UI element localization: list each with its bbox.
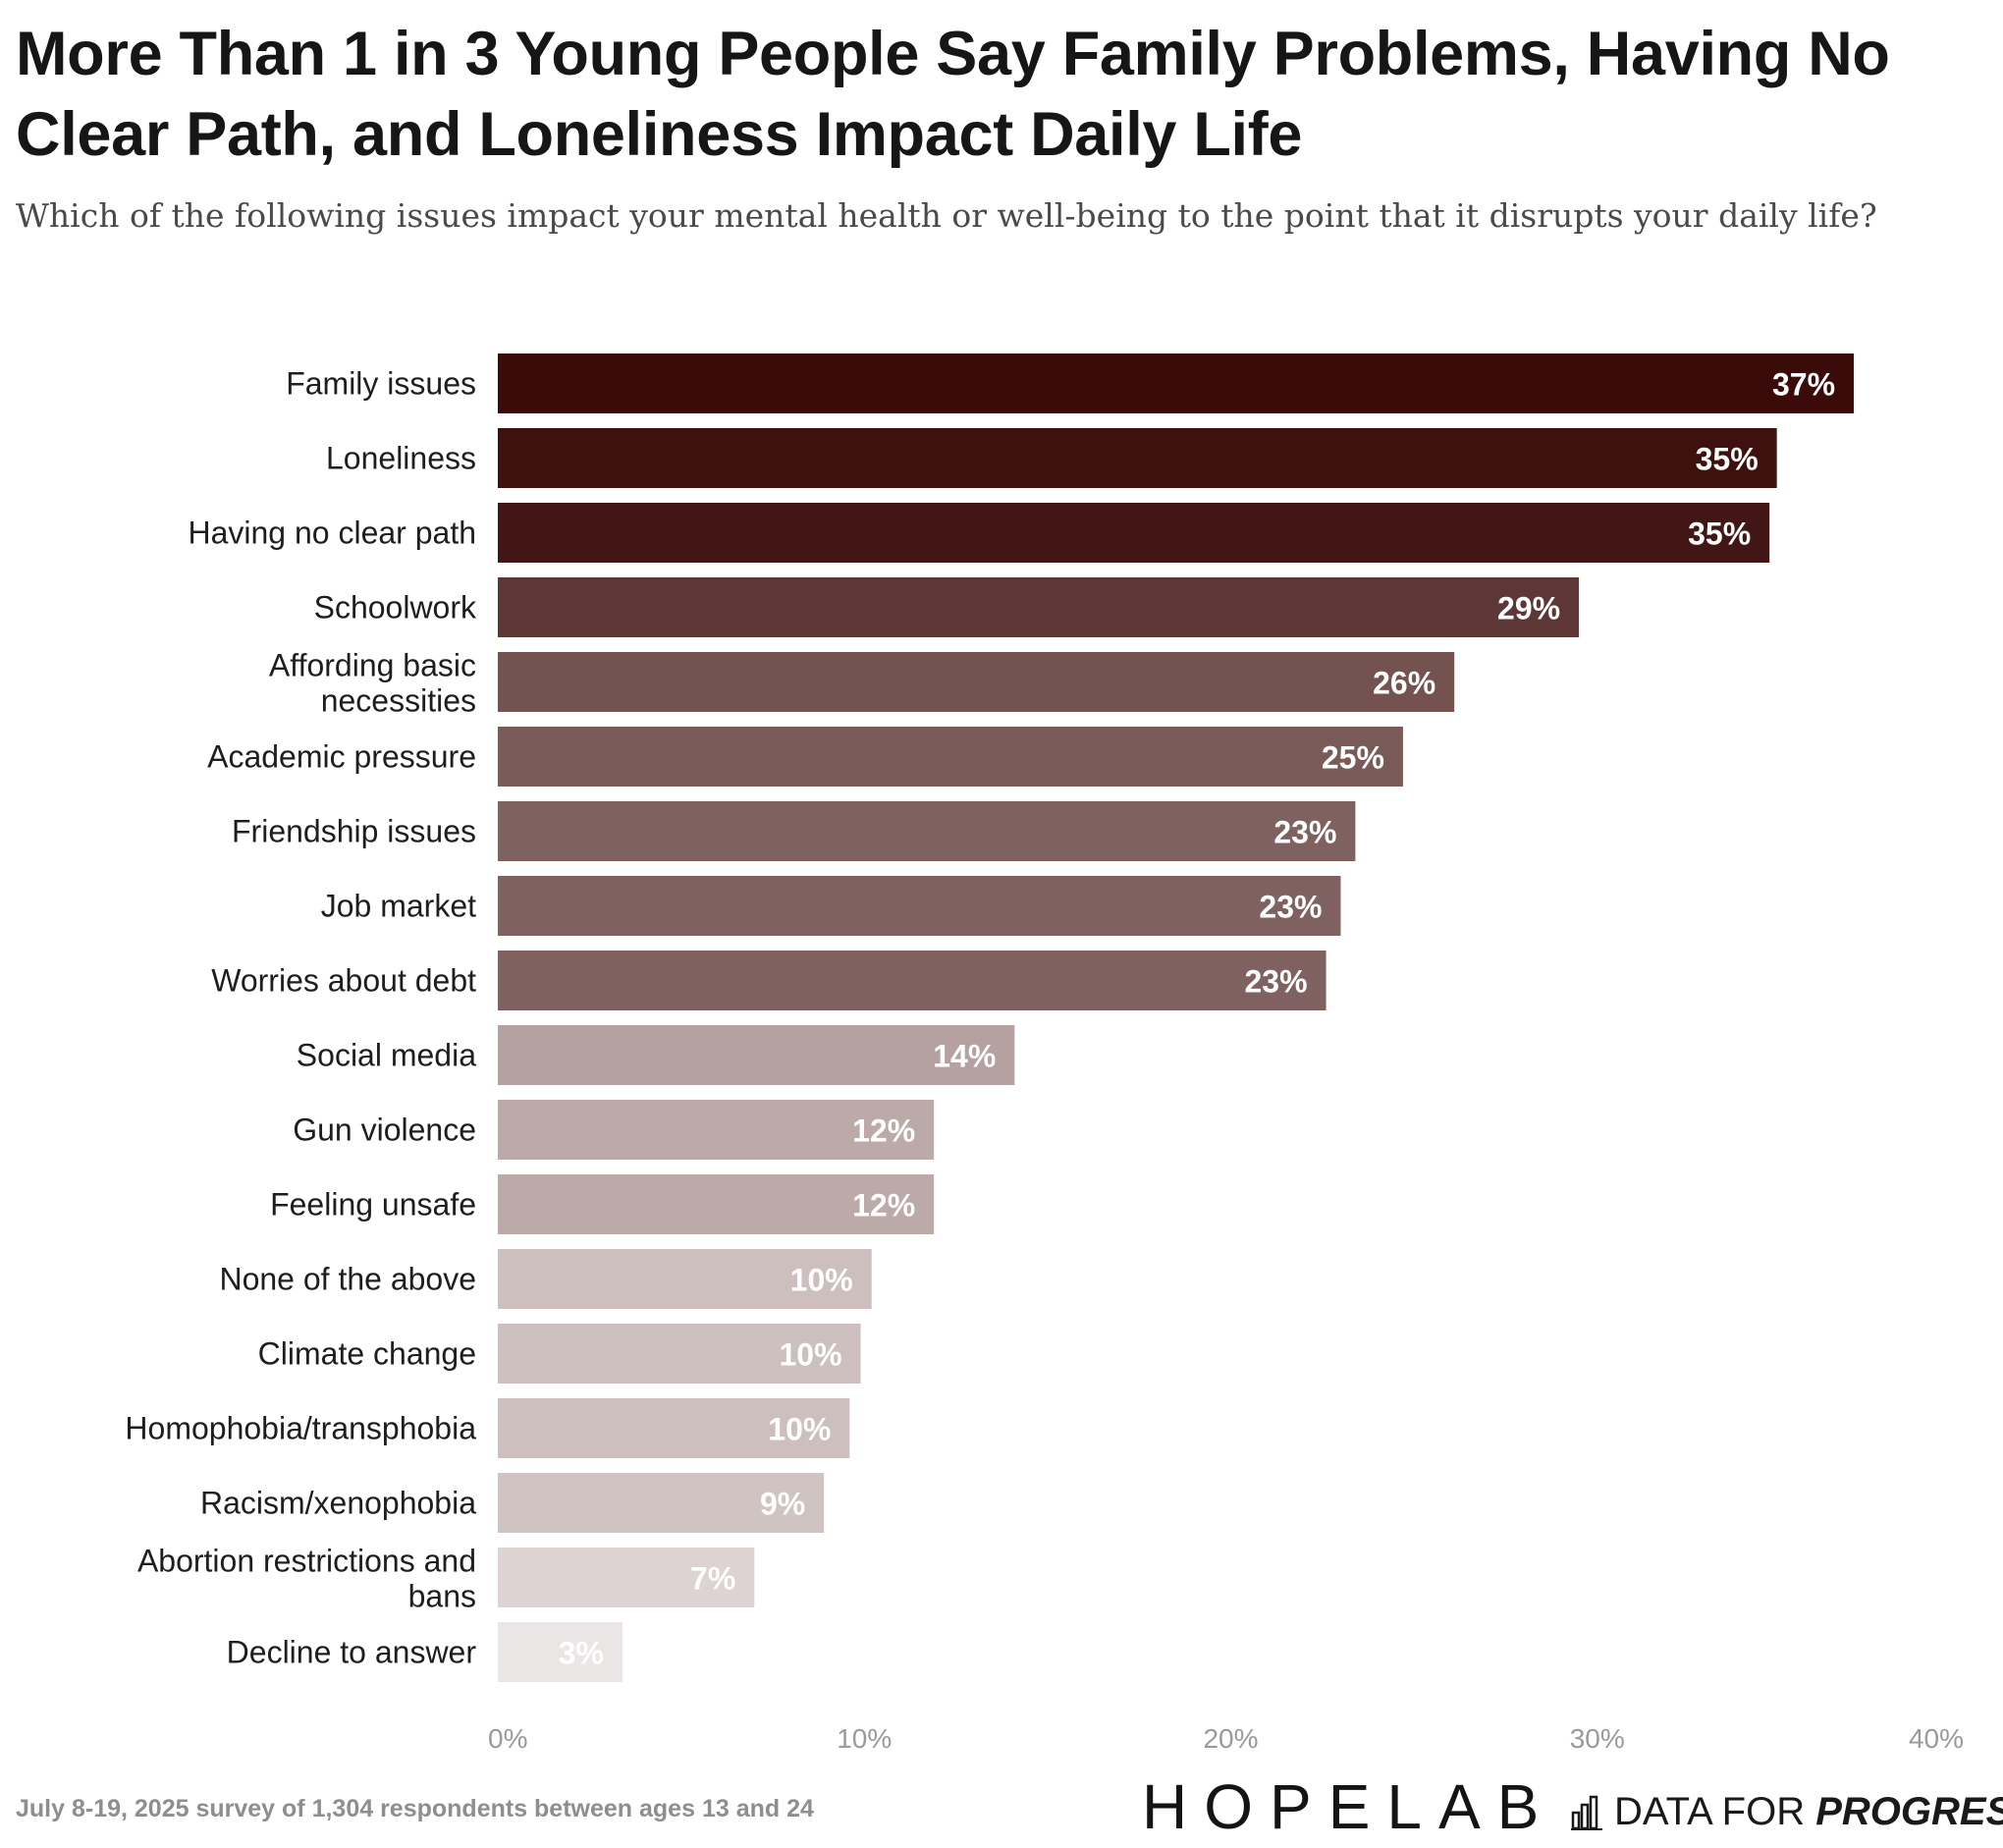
category-label: Friendship issues bbox=[232, 814, 476, 849]
value-label: 9% bbox=[760, 1487, 805, 1522]
value-label: 37% bbox=[1772, 367, 1835, 403]
bar-homophobia-transphobia bbox=[498, 1398, 850, 1458]
data-for-progress-logo: DATA FOR PROGRESS bbox=[1571, 1785, 2003, 1838]
value-label: 35% bbox=[1688, 516, 1751, 552]
category-label: Homophobia/transphobia bbox=[125, 1411, 476, 1446]
category-label: Feeling unsafe bbox=[270, 1187, 476, 1223]
category-label: Climate change bbox=[258, 1336, 476, 1372]
bar-none-of-the-above bbox=[498, 1249, 872, 1309]
category-label: Having no clear path bbox=[188, 516, 476, 551]
category-label: Social media bbox=[297, 1038, 476, 1073]
hopelab-logo: HOPELAB bbox=[1142, 1771, 1556, 1842]
category-label: Worries about debt bbox=[211, 963, 476, 999]
value-label: 10% bbox=[779, 1337, 841, 1373]
dfp-wordmark: DATA FOR PROGRESS bbox=[1614, 1785, 2003, 1838]
bar-chart-icon bbox=[1571, 1795, 1602, 1830]
survey-source-note: July 8-19, 2025 survey of 1,304 responde… bbox=[16, 1795, 814, 1822]
value-label: 23% bbox=[1244, 964, 1307, 1000]
bar-worries-about-debt bbox=[498, 951, 1326, 1010]
chart-subtitle: Which of the following issues impact you… bbox=[16, 196, 1877, 235]
value-label: 25% bbox=[1322, 740, 1384, 776]
bar-academic-pressure bbox=[498, 727, 1403, 787]
bar-social-media bbox=[498, 1025, 1015, 1085]
category-label: Decline to answer bbox=[227, 1635, 477, 1670]
value-label: 26% bbox=[1373, 666, 1435, 701]
value-label: 23% bbox=[1273, 815, 1336, 850]
value-label: 29% bbox=[1497, 591, 1560, 626]
x-tick-label: 40% bbox=[1909, 1723, 1964, 1754]
x-tick-label: 0% bbox=[488, 1723, 527, 1754]
value-label: 23% bbox=[1259, 890, 1322, 925]
value-label: 3% bbox=[559, 1636, 604, 1671]
bar-affording-basic-necessities bbox=[498, 652, 1455, 712]
category-label: None of the above bbox=[219, 1262, 476, 1297]
x-tick-label: 30% bbox=[1570, 1723, 1625, 1754]
bar-feeling-unsafe bbox=[498, 1174, 935, 1234]
value-label: 12% bbox=[852, 1114, 915, 1149]
dfp-wordmark-regular: DATA FOR bbox=[1614, 1790, 1816, 1833]
bar-racism-xenophobia bbox=[498, 1473, 825, 1533]
bar-decline-to-answer bbox=[498, 1622, 623, 1682]
value-label: 10% bbox=[790, 1263, 853, 1298]
bar-gun-violence bbox=[498, 1100, 935, 1160]
category-label: Academic pressure bbox=[207, 739, 476, 775]
bar-family-issues bbox=[498, 353, 1855, 413]
category-label: Family issues bbox=[286, 366, 476, 402]
value-label: 10% bbox=[768, 1412, 831, 1447]
category-label: Loneliness bbox=[326, 441, 476, 476]
category-label: Schoolwork bbox=[314, 590, 477, 625]
bar-having-no-clear-path bbox=[498, 503, 1770, 563]
category-label: Abortion restrictions and bans bbox=[137, 1544, 476, 1614]
chart-title: More Than 1 in 3 Young People Say Family… bbox=[16, 20, 1890, 169]
bar-loneliness bbox=[498, 428, 1777, 488]
category-label: Gun violence bbox=[293, 1113, 476, 1148]
value-label: 7% bbox=[690, 1561, 735, 1597]
value-label: 14% bbox=[933, 1039, 996, 1074]
bar-schoolwork bbox=[498, 577, 1580, 637]
dfp-wordmark-bold: PROGRESS bbox=[1815, 1790, 2003, 1833]
value-label: 35% bbox=[1696, 442, 1759, 477]
bar-chart: Family issues 37% Loneliness 35% Having no c… bbox=[125, 353, 1964, 1754]
value-label: 12% bbox=[852, 1188, 915, 1223]
x-tick-label: 20% bbox=[1203, 1723, 1258, 1754]
category-label: Racism/xenophobia bbox=[200, 1486, 476, 1521]
bar-friendship-issues bbox=[498, 801, 1356, 861]
bar-abortion-restrictions-and-bans bbox=[498, 1548, 755, 1607]
bar-job-market bbox=[498, 876, 1341, 936]
bar-climate-change bbox=[498, 1324, 861, 1384]
x-tick-label: 10% bbox=[837, 1723, 892, 1754]
category-label: Affording basic necessities bbox=[269, 648, 476, 719]
category-label: Job market bbox=[321, 889, 476, 924]
